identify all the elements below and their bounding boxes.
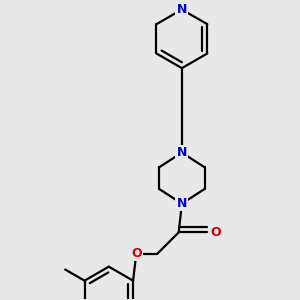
- Text: N: N: [177, 197, 187, 210]
- Text: O: O: [131, 247, 142, 260]
- Text: N: N: [177, 3, 187, 16]
- Text: O: O: [210, 226, 221, 239]
- Text: N: N: [177, 146, 187, 159]
